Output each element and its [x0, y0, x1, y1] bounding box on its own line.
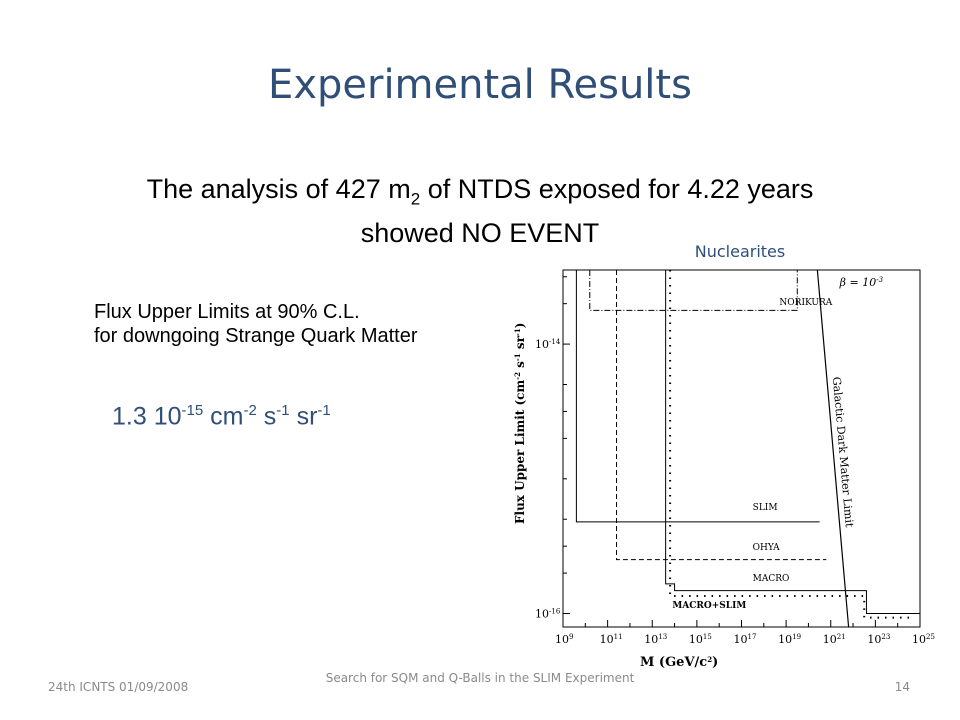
flux-label-line-1: Flux Upper Limits at 90% C.L.: [94, 301, 360, 323]
series-line-macro-slim: [669, 270, 914, 619]
flux-unit-sr: sr: [289, 402, 318, 431]
x-axis-label: M (GeV/c2): [640, 655, 718, 671]
series-line-macro: [665, 270, 920, 615]
y-tick-label: 10-16: [535, 608, 561, 621]
series-label-slim: SLIM: [753, 503, 778, 513]
summary-line-1: The analysis of 427 m2 of NTDS exposed f…: [60, 172, 900, 216]
x-tick-label: 109: [555, 633, 573, 646]
flux-exp-1: -15: [181, 402, 204, 419]
x-tick-label: 1015: [689, 633, 712, 646]
x-tick-label: 1025: [912, 633, 935, 646]
slide-title: Experimental Results: [268, 62, 692, 108]
analysis-summary: The analysis of 427 m2 of NTDS exposed f…: [60, 172, 900, 250]
beta-annotation: β = 10-3: [839, 276, 884, 289]
series-line-norikura: [589, 270, 798, 311]
flux-upper-limits-label: Flux Upper Limits at 90% C.L. for downgo…: [94, 300, 418, 348]
summary-text-post: of NTDS exposed for 4.22 years: [420, 174, 814, 204]
summary-text-pre: The analysis of 427 m: [146, 174, 411, 204]
footer-page-number: 14: [894, 680, 910, 694]
x-tick-label: 1023: [867, 633, 890, 646]
series-label-ohya: OHYA: [753, 543, 780, 553]
series-line-ohya: [616, 270, 827, 561]
flux-upper-limit-value: 1.3 10-15 cm-2 s-1 sr-1: [112, 402, 331, 431]
flux-label-line-2: for downgoing Strange Quark Matter: [94, 325, 418, 347]
y-axis-label: Flux Upper Limit (cm-2 s-1 sr-1): [513, 323, 528, 524]
footer-presentation-title: Search for SQM and Q-Balls in the SLIM E…: [325, 671, 635, 685]
series-label-macro-slim: MACRO+SLIM: [672, 601, 746, 611]
flux-exp-4: -1: [317, 402, 331, 419]
series-label-macro: MACRO: [753, 574, 790, 584]
summary-subscript: 2: [410, 189, 421, 209]
galactic-dark-matter-limit-line: [816, 269, 850, 628]
flux-exp-3: -1: [276, 402, 290, 419]
flux-unit-cm: cm: [203, 402, 244, 431]
flux-limit-chart: 109 1011 1013 1015 1017 1019 1021 1023 1025 10-14…: [513, 269, 935, 671]
series-label-norikura: NORIKURA: [779, 298, 832, 308]
flux-exp-2: -2: [243, 402, 257, 419]
x-tick-label: 1019: [778, 633, 801, 646]
nuclearites-label: Nuclearites: [694, 242, 786, 261]
flux-unit-s: s: [256, 402, 277, 431]
x-tick-label: 1011: [600, 633, 623, 646]
x-tick-label: 1021: [823, 633, 846, 646]
x-tick-label: 1013: [644, 633, 667, 646]
y-tick-label: 10-14: [535, 338, 561, 351]
flux-mantissa: 1.3 10: [112, 402, 182, 431]
footer-conference: 24th ICNTS 01/09/2008: [48, 680, 189, 694]
summary-line-2: showed NO EVENT: [360, 218, 600, 249]
series-line-slim: [575, 270, 820, 523]
x-tick-label: 1017: [734, 633, 757, 646]
